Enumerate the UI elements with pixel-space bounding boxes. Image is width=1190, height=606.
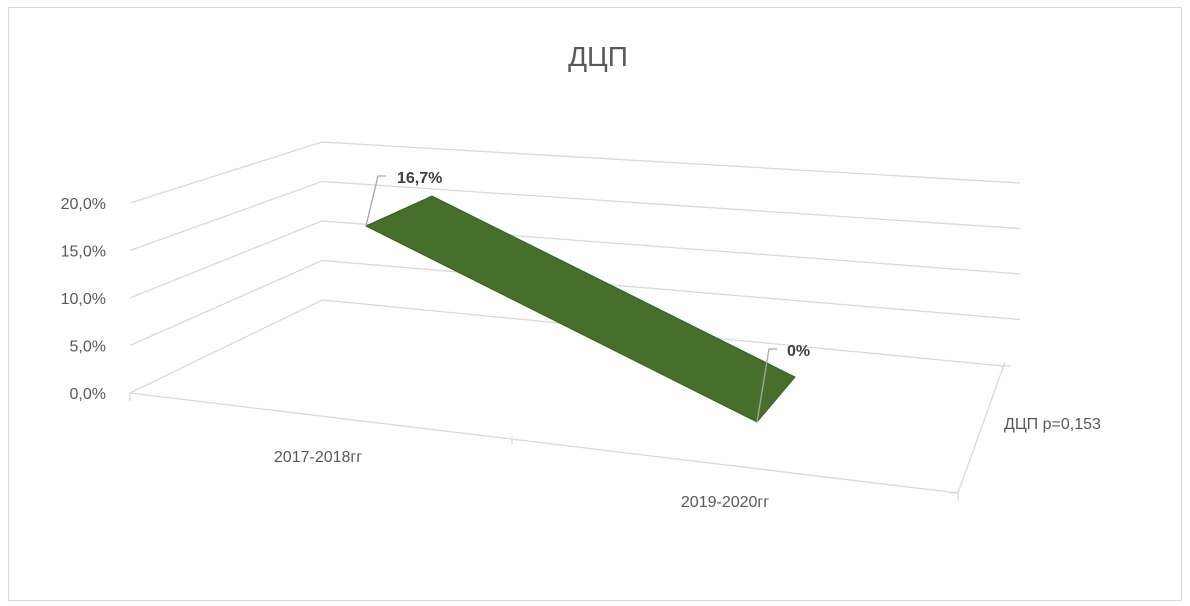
x-tick-label: 2019-2020гг — [681, 494, 769, 511]
series-layer — [364, 195, 796, 423]
y-gridline — [129, 220, 1021, 299]
y-tick-label: 10,0% — [61, 291, 106, 308]
data-label-leader — [756, 348, 777, 423]
data-label-leader — [365, 175, 386, 227]
y-tick-label: 20,0% — [61, 196, 106, 213]
floor-back-edge — [129, 299, 1004, 394]
y-tick-label: 15,0% — [61, 244, 106, 261]
y-tick-label: 5,0% — [70, 339, 106, 356]
y-tick-label: 0,0% — [70, 386, 106, 403]
y-gridline — [129, 141, 1021, 204]
series-ribbon — [364, 195, 796, 423]
y-gridline — [129, 180, 1021, 252]
data-label: 16,7% — [397, 170, 442, 187]
chart-title: ДЦП — [568, 41, 628, 72]
gridlines — [129, 141, 1021, 347]
labels: 0,0% 5,0% 10,0% 15,0% 20,0% 2017-2018гг 2019-2… — [61, 170, 1101, 511]
axes — [129, 299, 1011, 501]
y-gridline — [129, 259, 1021, 347]
series-name-label: ДЦП p=0,153 — [1004, 416, 1101, 433]
x-tick-label: 2017-2018гг — [274, 449, 362, 466]
data-label: 0% — [787, 343, 810, 360]
x-axis-line — [129, 392, 959, 494]
depth-axis-line — [957, 361, 1006, 494]
